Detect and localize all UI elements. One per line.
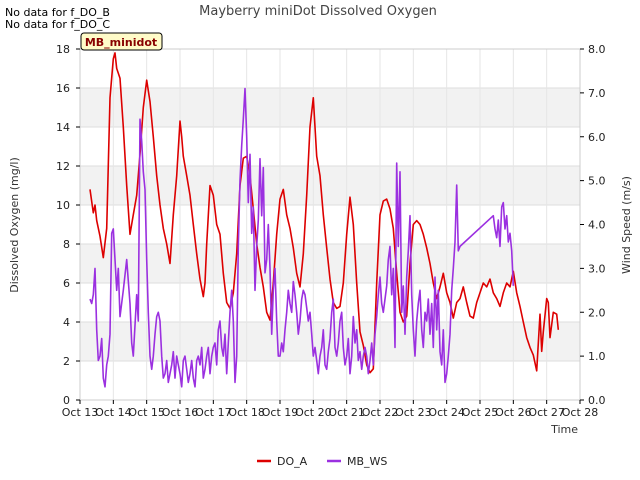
x-tick-label: Oct 15: [128, 406, 165, 419]
x-tick-label: Oct 20: [295, 406, 332, 419]
y-tick-label: 2: [63, 355, 70, 368]
legend: DO_A MB_WS: [257, 455, 387, 468]
x-tick-label: Oct 25: [462, 406, 499, 419]
series-line-do-a: [89, 52, 560, 374]
y2-tick-label: 0.0: [588, 394, 606, 407]
x-tick-label: Oct 22: [362, 406, 399, 419]
series-line-mb-ws: [89, 87, 515, 388]
x-tick-label: Oct 27: [528, 406, 565, 419]
x-tick-label: Oct 23: [395, 406, 432, 419]
x-axis-label: Time: [550, 423, 578, 436]
x-tick-label: Oct 13: [62, 406, 99, 419]
y2-tick-label: 1.0: [588, 350, 606, 363]
y-tick-label: 4: [63, 316, 70, 329]
x-tick-label: Oct 17: [195, 406, 232, 419]
x-tick-label: Oct 26: [495, 406, 532, 419]
y2-tick-label: 6.0: [588, 131, 606, 144]
y-tick-label: 14: [56, 121, 70, 134]
x-tick-label: Oct 16: [162, 406, 199, 419]
y-tick-label: 6: [63, 277, 70, 290]
y-tick-label: 0: [63, 394, 70, 407]
x-tick-label: Oct 24: [428, 406, 465, 419]
y2-tick-label: 4.0: [588, 219, 606, 232]
legend-label: MB_WS: [347, 455, 387, 468]
grid-band: [80, 166, 580, 205]
chart-title: Mayberry miniDot Dissolved Oxygen: [199, 4, 437, 19]
y-tick-label: 12: [56, 160, 70, 173]
legend-label: DO_A: [277, 455, 308, 468]
grid-band: [80, 88, 580, 127]
y-axis-label: Dissolved Oxygen (mg/l): [8, 157, 21, 292]
y2-tick-label: 8.0: [588, 43, 606, 56]
y2-tick-label: 3.0: [588, 262, 606, 275]
x-tick-label: Oct 21: [328, 406, 365, 419]
y2-tick-label: 7.0: [588, 87, 606, 100]
y2-axis-label: Wind Speed (m/s): [620, 176, 633, 274]
y2-tick-label: 2.0: [588, 306, 606, 319]
y-tick-label: 16: [56, 82, 70, 95]
y-tick-label: 10: [56, 199, 70, 212]
x-tick-label: Oct 28: [562, 406, 599, 419]
station-label: MB_minidot: [85, 36, 157, 49]
x-tick-label: Oct 19: [262, 406, 299, 419]
y2-tick-label: 5.0: [588, 175, 606, 188]
no-data-notice-2: No data for f_DO_C: [5, 18, 111, 31]
y-tick-label: 8: [63, 238, 70, 251]
station-label-box: MB_minidot: [80, 32, 163, 51]
x-tick-label: Oct 18: [228, 406, 265, 419]
x-tick-label: Oct 14: [95, 406, 132, 419]
y-tick-label: 18: [56, 43, 70, 56]
no-data-notice-1: No data for f_DO_B: [5, 6, 110, 19]
